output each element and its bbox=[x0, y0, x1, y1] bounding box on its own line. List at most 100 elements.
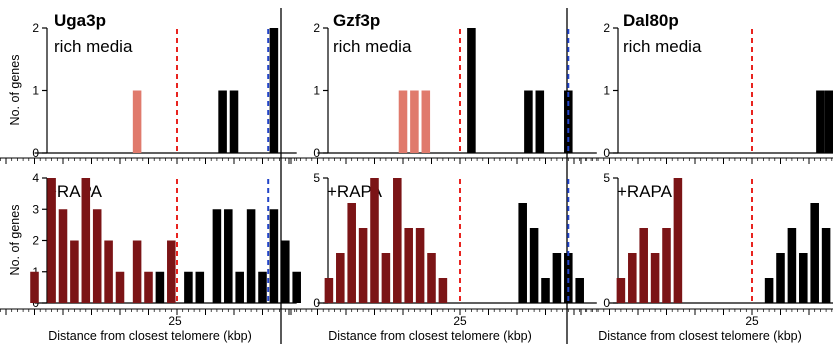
panel-rich-media: 012 bbox=[0, 21, 298, 164]
chart-uga3p: Uga3p rich media +RAPA 25 012 01234 bbox=[0, 11, 301, 328]
histogram-bar bbox=[381, 253, 391, 303]
y-tick-label: 0 bbox=[603, 296, 610, 310]
histogram-bar bbox=[358, 228, 368, 303]
histogram-bar bbox=[415, 228, 425, 303]
y-tick-label: 0 bbox=[313, 146, 320, 160]
y-tick-label: 2 bbox=[32, 234, 39, 248]
histogram-bar bbox=[628, 253, 637, 303]
histogram-bar bbox=[639, 228, 648, 303]
condition-label: rich media bbox=[623, 37, 702, 56]
histogram-bar bbox=[229, 90, 239, 153]
histogram-bar bbox=[810, 203, 819, 303]
histogram-bar bbox=[258, 271, 267, 303]
chart-dal80p: Dal80p rich media +RAPA 2 5 0 1 2 05 bbox=[580, 11, 833, 328]
y-tick-label: 2 bbox=[603, 21, 610, 35]
histogram-bar bbox=[269, 28, 279, 153]
histogram-bar bbox=[132, 240, 142, 303]
histogram-bar bbox=[132, 90, 142, 153]
panel-rapa: 05 bbox=[580, 171, 833, 315]
histogram-bar bbox=[224, 209, 233, 303]
histogram-bar bbox=[281, 240, 290, 303]
histogram-bar bbox=[404, 228, 413, 303]
histogram-bar bbox=[535, 90, 545, 153]
histogram-bar bbox=[529, 228, 539, 303]
y-tick-label: 1 bbox=[32, 84, 39, 98]
histogram-bar bbox=[410, 90, 419, 153]
histogram-bar bbox=[92, 209, 102, 303]
chart-gzf3p: Gzf3p rich media +RAPA 25 012 05 bbox=[288, 11, 598, 328]
y-axis-label: No. of genes bbox=[8, 205, 22, 276]
y-tick-label: 4 bbox=[32, 171, 39, 185]
histogram-bar bbox=[167, 240, 176, 303]
histogram-bar bbox=[398, 90, 408, 153]
histogram-bar bbox=[47, 178, 56, 303]
histogram-bar bbox=[821, 228, 831, 303]
condition-label: +RAPA bbox=[617, 182, 673, 201]
panel-rapa: 05 bbox=[288, 171, 598, 315]
y-tick-label: 1 bbox=[313, 84, 320, 98]
histogram-bar bbox=[552, 253, 562, 303]
histogram-bar bbox=[336, 253, 345, 303]
histogram-bar bbox=[30, 271, 39, 303]
histogram-bar bbox=[575, 278, 584, 303]
panel-rich-media: 0 1 2 bbox=[580, 21, 833, 164]
histogram-bar bbox=[324, 278, 334, 303]
histogram-bar bbox=[518, 203, 527, 303]
histogram-bar bbox=[218, 90, 227, 153]
histogram-bar bbox=[541, 278, 550, 303]
histogram-bar bbox=[673, 178, 683, 303]
y-tick-label: 5 bbox=[603, 171, 610, 185]
histogram-bar bbox=[155, 271, 165, 303]
histogram-bar bbox=[235, 271, 244, 303]
chart-title: Uga3p bbox=[54, 11, 106, 30]
chart-title: Dal80p bbox=[623, 11, 679, 30]
x-tick-label: 25 bbox=[453, 314, 467, 328]
histogram-bar bbox=[662, 228, 671, 303]
y-tick-label: 2 bbox=[32, 21, 39, 35]
histogram-bar bbox=[144, 271, 153, 303]
histogram-bar bbox=[195, 271, 205, 303]
histogram-bar bbox=[184, 271, 193, 303]
condition-label: rich media bbox=[54, 37, 133, 56]
histogram-bar bbox=[269, 209, 279, 303]
y-tick-label: 2 bbox=[313, 21, 320, 35]
y-tick-label: 0 bbox=[313, 296, 320, 310]
y-tick-label: 5 bbox=[313, 171, 320, 185]
panel-rich-media: 0 1 2 bbox=[288, 21, 598, 164]
y-axis-label: No. of genes bbox=[8, 55, 22, 126]
histogram-bar bbox=[104, 240, 113, 303]
histogram-bar bbox=[347, 203, 356, 303]
histogram-bar bbox=[467, 28, 476, 153]
chart-title: Gzf3p bbox=[333, 11, 380, 30]
histogram-bar bbox=[115, 271, 125, 303]
x-axis-label: Distance from closest telomere (kbp) bbox=[598, 329, 802, 343]
condition-label: rich media bbox=[333, 37, 412, 56]
histogram-bar bbox=[764, 278, 774, 303]
histogram-bar bbox=[787, 228, 797, 303]
histogram-bar bbox=[616, 278, 626, 303]
histogram-bar bbox=[824, 90, 833, 153]
histogram-bar bbox=[292, 271, 301, 303]
histogram-bar bbox=[816, 90, 825, 153]
y-tick-label: 0 bbox=[603, 146, 610, 160]
panel-rapa: 01234 bbox=[0, 171, 301, 315]
histogram-bar bbox=[427, 253, 436, 303]
x-tick-label: 25 bbox=[168, 314, 182, 328]
histogram-bar bbox=[438, 278, 448, 303]
histogram-bar bbox=[246, 209, 256, 303]
histogram-bar bbox=[421, 90, 431, 153]
histogram-bar bbox=[524, 90, 533, 153]
histogram-bar bbox=[799, 253, 808, 303]
histogram-bar bbox=[650, 253, 660, 303]
histogram-bar bbox=[70, 240, 79, 303]
histogram-bar bbox=[212, 209, 222, 303]
y-tick-label: 1 bbox=[603, 84, 610, 98]
y-tick-label: 3 bbox=[32, 202, 39, 216]
histogram-bar bbox=[393, 178, 402, 303]
histogram-bar bbox=[58, 209, 68, 303]
histogram-bar bbox=[370, 178, 379, 303]
condition-label: +RAPA bbox=[327, 182, 383, 201]
x-axis-label: Distance from closest telomere (kbp) bbox=[328, 329, 532, 343]
histogram-bar bbox=[81, 178, 91, 303]
